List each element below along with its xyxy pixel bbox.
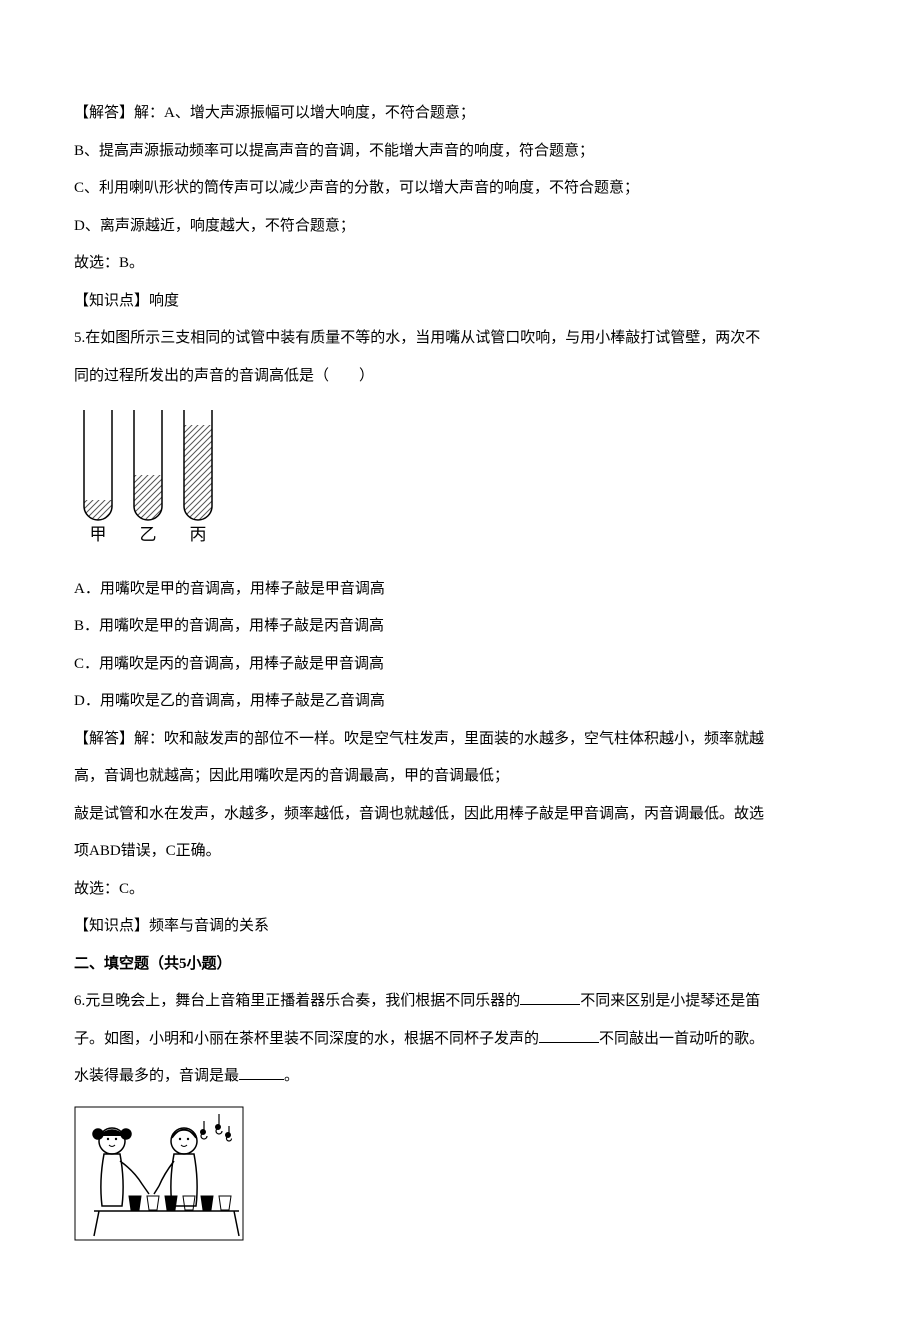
music-scene-diagram	[74, 1106, 846, 1257]
q6-line3: 水装得最多的，音调是最 。	[74, 1058, 846, 1096]
q5-option-d: D．用嘴吹是乙的音调高，用棒子敲是乙音调高	[74, 683, 846, 721]
test-tubes-diagram: 甲乙丙	[74, 405, 846, 561]
q6-part5: 水装得最多的，音调是最	[74, 1068, 239, 1084]
q5-question-line2: 同的过程所发出的声音的音调高低是（ ）	[74, 358, 846, 396]
q6-part2: 不同来区别是小提琴还是笛	[580, 993, 760, 1009]
q4-answer-b: B、提高声源振动频率可以提高声音的音调，不能增大声音的响度，符合题意；	[74, 133, 846, 171]
q5-option-a: A．用嘴吹是甲的音调高，用棒子敲是甲音调高	[74, 571, 846, 609]
q4-answer-c: C、利用喇叭形状的筒传声可以减少声音的分散，可以增大声音的响度，不符合题意；	[74, 170, 846, 208]
q6-part4: 不同敲出一首动听的歌。	[599, 1031, 764, 1047]
q4-answer-d: D、离声源越近，响度越大，不符合题意；	[74, 208, 846, 246]
blank-3	[239, 1065, 284, 1080]
q5-question-line1: 5.在如图所示三支相同的试管中装有质量不等的水，当用嘴从试管口吹响，与用小棒敲打…	[74, 320, 846, 358]
q6-part6: 。	[284, 1068, 299, 1084]
blank-2	[539, 1028, 599, 1043]
svg-text:乙: 乙	[140, 525, 157, 544]
q4-conclusion: 故选：B。	[74, 245, 846, 283]
q5-knowledge: 【知识点】频率与音调的关系	[74, 908, 846, 946]
q5-option-b: B．用嘴吹是甲的音调高，用棒子敲是丙音调高	[74, 608, 846, 646]
blank-1	[520, 990, 580, 1005]
section2-header: 二、填空题（共5小题）	[74, 946, 846, 984]
q5-answer-line4: 项ABD错误，C正确。	[74, 833, 846, 871]
q4-answer-a: 【解答】解：A、增大声源振幅可以增大响度，不符合题意；	[74, 95, 846, 133]
q6-line2: 子。如图，小明和小丽在茶杯里装不同深度的水，根据不同杯子发声的 不同敲出一首动听的…	[74, 1021, 846, 1059]
q5-conclusion: 故选：C。	[74, 871, 846, 909]
q5-option-c: C．用嘴吹是丙的音调高，用棒子敲是甲音调高	[74, 646, 846, 684]
q4-knowledge: 【知识点】响度	[74, 283, 846, 321]
q5-answer-line2: 高，音调也就越高；因此用嘴吹是丙的音调最高，甲的音调最低；	[74, 758, 846, 796]
svg-text:丙: 丙	[190, 525, 207, 544]
svg-text:甲: 甲	[90, 525, 107, 544]
q5-answer-line1: 【解答】解：吹和敲发声的部位不一样。吹是空气柱发声，里面装的水越多，空气柱体积越…	[74, 721, 846, 759]
q6-part1: 6.元旦晚会上，舞台上音箱里正播着器乐合奏，我们根据不同乐器的	[74, 993, 520, 1009]
q6-line1: 6.元旦晚会上，舞台上音箱里正播着器乐合奏，我们根据不同乐器的 不同来区别是小提琴…	[74, 983, 846, 1021]
q5-answer-line3: 敲是试管和水在发声，水越多，频率越低，音调也就越低，因此用棒子敲是甲音调高，丙音…	[74, 796, 846, 834]
q6-part3: 子。如图，小明和小丽在茶杯里装不同深度的水，根据不同杯子发声的	[74, 1031, 539, 1047]
